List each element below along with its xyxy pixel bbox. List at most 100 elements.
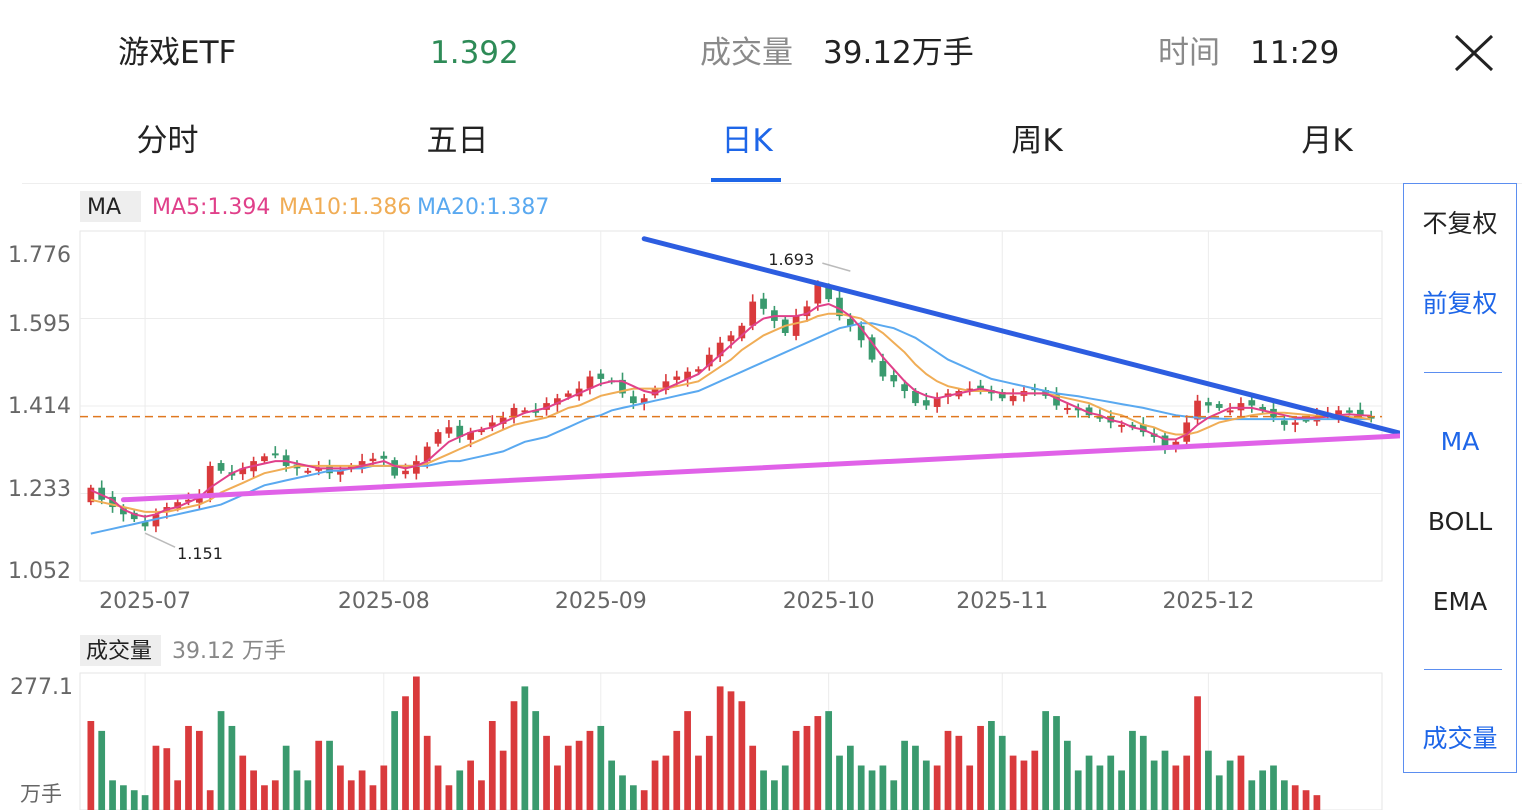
candle-body — [1139, 424, 1147, 433]
volume-bar — [1074, 770, 1082, 810]
volume-bar — [239, 755, 247, 810]
candle-body — [749, 301, 757, 326]
volume-bar — [619, 775, 626, 810]
volume-bar — [1183, 755, 1191, 810]
candle-body — [434, 432, 442, 444]
candle-body — [803, 306, 811, 317]
candle-body — [673, 376, 681, 380]
candle-body — [185, 499, 192, 502]
volume-plot-frame — [79, 672, 1383, 810]
tab-monthly-k[interactable]: 月K — [1301, 123, 1353, 159]
candle-body — [1346, 410, 1353, 413]
candle-body — [87, 487, 95, 503]
volume-unit-label: 万手 — [20, 782, 62, 806]
volume-bar — [705, 735, 713, 810]
volume-bar — [846, 745, 854, 810]
volume-bar — [152, 745, 160, 810]
volume-bar — [271, 780, 279, 810]
x-tick-label: 2025-07 — [99, 589, 191, 614]
volume-value: 39.12万手 — [823, 35, 974, 71]
candle-body — [174, 502, 182, 509]
volume-bar — [857, 765, 865, 810]
volume-bar — [1313, 795, 1321, 810]
volume-bar — [955, 735, 963, 810]
volume-bar — [998, 735, 1006, 810]
option-ema[interactable]: EMA — [1432, 587, 1488, 616]
indicator-panel: 不复权 前复权 MA BOLL EMA 成交量 — [1403, 183, 1517, 773]
candle-body — [499, 417, 507, 424]
candle-body — [640, 398, 648, 404]
candle-body — [933, 398, 941, 407]
candle-body — [1096, 416, 1104, 419]
option-forward-adjust[interactable]: 前复权 — [1422, 289, 1498, 318]
y-tick-label: 1.776 — [8, 243, 71, 268]
volume-bar — [228, 725, 236, 810]
option-no-adjust[interactable]: 不复权 — [1422, 209, 1498, 238]
volume-bar — [1237, 755, 1245, 810]
tab-intraday[interactable]: 分时 — [136, 123, 199, 159]
candle-body — [195, 494, 203, 503]
candle-body — [1161, 435, 1169, 447]
volume-bar — [651, 760, 659, 810]
candle-body — [423, 446, 431, 462]
candle-body — [1053, 394, 1060, 406]
option-boll[interactable]: BOLL — [1427, 507, 1493, 536]
candle-body — [857, 325, 865, 341]
candle-body — [901, 384, 908, 392]
candle-body — [977, 385, 984, 389]
volume-bar — [1291, 785, 1299, 810]
volume-bar — [879, 765, 887, 810]
tab-daily-k[interactable]: 日K — [721, 123, 773, 159]
volume-bar — [1215, 775, 1223, 810]
candle-body — [456, 425, 464, 437]
close-button[interactable] — [1450, 30, 1500, 76]
option-volume[interactable]: 成交量 — [1422, 724, 1498, 753]
volume-bar — [521, 686, 529, 810]
candle-body — [391, 460, 399, 476]
y-tick-label: 1.052 — [8, 559, 71, 584]
volume-bar — [1172, 765, 1180, 810]
candle-body — [206, 465, 214, 495]
volume-bar — [358, 770, 366, 810]
candle-body — [629, 396, 637, 404]
candle-body — [695, 369, 702, 372]
candle-body — [467, 432, 474, 440]
candle-body — [337, 470, 344, 475]
option-ma[interactable]: MA — [1440, 427, 1480, 456]
volume-bar — [261, 785, 268, 810]
volume-bar — [1031, 750, 1039, 810]
candle-body — [488, 422, 496, 427]
candle-body — [412, 461, 420, 474]
y-tick-label: 1.414 — [8, 394, 71, 419]
candle-body — [1302, 419, 1310, 422]
candle-body — [684, 371, 691, 380]
volume-bar — [467, 760, 474, 810]
candle-body — [1085, 407, 1093, 416]
volume-bar — [1063, 740, 1071, 810]
candle-body — [109, 496, 116, 508]
candle-body — [825, 286, 833, 300]
volume-bar — [814, 716, 822, 810]
candle-body — [760, 298, 767, 309]
volume-bar — [478, 780, 485, 810]
tab-five-day[interactable]: 五日 — [426, 123, 489, 159]
candle-body — [651, 388, 659, 396]
candle-body — [586, 376, 594, 389]
volume-bar — [1205, 750, 1212, 810]
candle-body — [1074, 407, 1082, 411]
candle-body — [716, 342, 724, 357]
candle-body — [271, 453, 279, 456]
volume-bar — [662, 755, 670, 810]
volume-bar — [868, 770, 876, 810]
volume-bar — [304, 780, 312, 810]
volume-bar — [575, 740, 583, 810]
kline-chart[interactable]: MA MA5:1.394 MA10:1.386 MA20:1.387 1.776… — [0, 183, 1400, 810]
tab-weekly-k[interactable]: 周K — [1011, 123, 1063, 159]
volume-bar — [597, 725, 605, 810]
candle-body — [727, 335, 735, 342]
security-name: 游戏ETF — [118, 35, 237, 71]
ma-indicator-label: MA — [87, 195, 121, 220]
volume-bar — [749, 745, 757, 810]
low-leader-line — [144, 532, 176, 548]
volume-bar — [423, 735, 431, 810]
